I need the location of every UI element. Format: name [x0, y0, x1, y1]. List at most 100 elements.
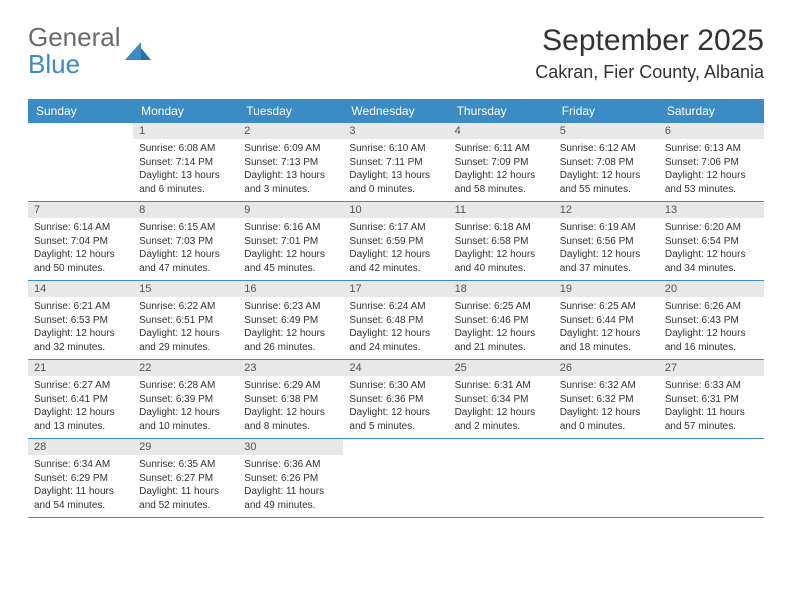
- daylight-line: Daylight: 12 hours and 13 minutes.: [34, 406, 127, 433]
- day-number: 28: [28, 439, 133, 455]
- sunset-line: Sunset: 7:11 PM: [349, 156, 442, 170]
- day-number: 8: [133, 202, 238, 218]
- daylight-line: Daylight: 12 hours and 42 minutes.: [349, 248, 442, 275]
- day-cell: 21Sunrise: 6:27 AMSunset: 6:41 PMDayligh…: [28, 360, 133, 438]
- sunrise-line: Sunrise: 6:15 AM: [139, 221, 232, 235]
- sunset-line: Sunset: 6:36 PM: [349, 393, 442, 407]
- day-number: 15: [133, 281, 238, 297]
- daylight-line: Daylight: 11 hours and 52 minutes.: [139, 485, 232, 512]
- sunset-line: Sunset: 7:06 PM: [665, 156, 758, 170]
- day-content: Sunrise: 6:20 AMSunset: 6:54 PMDaylight:…: [659, 218, 764, 279]
- sunset-line: Sunset: 7:03 PM: [139, 235, 232, 249]
- daylight-line: Daylight: 12 hours and 29 minutes.: [139, 327, 232, 354]
- day-number: 7: [28, 202, 133, 218]
- day-content: Sunrise: 6:34 AMSunset: 6:29 PMDaylight:…: [28, 455, 133, 516]
- day-content: Sunrise: 6:28 AMSunset: 6:39 PMDaylight:…: [133, 376, 238, 437]
- sunset-line: Sunset: 6:27 PM: [139, 472, 232, 486]
- day-header: Tuesday: [238, 99, 343, 123]
- sunset-line: Sunset: 6:59 PM: [349, 235, 442, 249]
- day-header-row: SundayMondayTuesdayWednesdayThursdayFrid…: [28, 99, 764, 123]
- daylight-line: Daylight: 13 hours and 0 minutes.: [349, 169, 442, 196]
- day-content: Sunrise: 6:19 AMSunset: 6:56 PMDaylight:…: [554, 218, 659, 279]
- day-header: Saturday: [659, 99, 764, 123]
- sunrise-line: Sunrise: 6:34 AM: [34, 458, 127, 472]
- daylight-line: Daylight: 12 hours and 24 minutes.: [349, 327, 442, 354]
- day-number: 14: [28, 281, 133, 297]
- day-cell: 14Sunrise: 6:21 AMSunset: 6:53 PMDayligh…: [28, 281, 133, 359]
- weeks-container: 1Sunrise: 6:08 AMSunset: 7:14 PMDaylight…: [28, 123, 764, 518]
- day-cell: 9Sunrise: 6:16 AMSunset: 7:01 PMDaylight…: [238, 202, 343, 280]
- sunset-line: Sunset: 7:13 PM: [244, 156, 337, 170]
- day-content: Sunrise: 6:22 AMSunset: 6:51 PMDaylight:…: [133, 297, 238, 358]
- day-content: Sunrise: 6:25 AMSunset: 6:44 PMDaylight:…: [554, 297, 659, 358]
- day-cell: 16Sunrise: 6:23 AMSunset: 6:49 PMDayligh…: [238, 281, 343, 359]
- day-cell: [554, 439, 659, 517]
- day-cell: 6Sunrise: 6:13 AMSunset: 7:06 PMDaylight…: [659, 123, 764, 201]
- daylight-line: Daylight: 12 hours and 2 minutes.: [455, 406, 548, 433]
- sunrise-line: Sunrise: 6:24 AM: [349, 300, 442, 314]
- day-content: Sunrise: 6:15 AMSunset: 7:03 PMDaylight:…: [133, 218, 238, 279]
- day-content: Sunrise: 6:21 AMSunset: 6:53 PMDaylight:…: [28, 297, 133, 358]
- sunrise-line: Sunrise: 6:32 AM: [560, 379, 653, 393]
- daylight-line: Daylight: 12 hours and 10 minutes.: [139, 406, 232, 433]
- sunset-line: Sunset: 7:09 PM: [455, 156, 548, 170]
- day-content: Sunrise: 6:24 AMSunset: 6:48 PMDaylight:…: [343, 297, 448, 358]
- daylight-line: Daylight: 13 hours and 3 minutes.: [244, 169, 337, 196]
- day-cell: 15Sunrise: 6:22 AMSunset: 6:51 PMDayligh…: [133, 281, 238, 359]
- week-row: 28Sunrise: 6:34 AMSunset: 6:29 PMDayligh…: [28, 439, 764, 518]
- day-cell: [659, 439, 764, 517]
- week-row: 1Sunrise: 6:08 AMSunset: 7:14 PMDaylight…: [28, 123, 764, 202]
- title-block: September 2025 Cakran, Fier County, Alba…: [535, 24, 764, 83]
- day-cell: 11Sunrise: 6:18 AMSunset: 6:58 PMDayligh…: [449, 202, 554, 280]
- day-number: 26: [554, 360, 659, 376]
- day-cell: 1Sunrise: 6:08 AMSunset: 7:14 PMDaylight…: [133, 123, 238, 201]
- day-number: 19: [554, 281, 659, 297]
- daylight-line: Daylight: 13 hours and 6 minutes.: [139, 169, 232, 196]
- header: General Blue September 2025 Cakran, Fier…: [0, 0, 792, 91]
- location: Cakran, Fier County, Albania: [535, 62, 764, 83]
- daylight-line: Daylight: 12 hours and 26 minutes.: [244, 327, 337, 354]
- sunset-line: Sunset: 6:38 PM: [244, 393, 337, 407]
- day-content: Sunrise: 6:29 AMSunset: 6:38 PMDaylight:…: [238, 376, 343, 437]
- day-number: 17: [343, 281, 448, 297]
- sunset-line: Sunset: 7:14 PM: [139, 156, 232, 170]
- day-content: Sunrise: 6:32 AMSunset: 6:32 PMDaylight:…: [554, 376, 659, 437]
- sunrise-line: Sunrise: 6:36 AM: [244, 458, 337, 472]
- day-cell: 4Sunrise: 6:11 AMSunset: 7:09 PMDaylight…: [449, 123, 554, 201]
- day-content: Sunrise: 6:11 AMSunset: 7:09 PMDaylight:…: [449, 139, 554, 200]
- daylight-line: Daylight: 12 hours and 37 minutes.: [560, 248, 653, 275]
- daylight-line: Daylight: 12 hours and 16 minutes.: [665, 327, 758, 354]
- day-content: Sunrise: 6:17 AMSunset: 6:59 PMDaylight:…: [343, 218, 448, 279]
- daylight-line: Daylight: 12 hours and 40 minutes.: [455, 248, 548, 275]
- daylight-line: Daylight: 12 hours and 34 minutes.: [665, 248, 758, 275]
- sunset-line: Sunset: 6:48 PM: [349, 314, 442, 328]
- day-content: Sunrise: 6:10 AMSunset: 7:11 PMDaylight:…: [343, 139, 448, 200]
- sunrise-line: Sunrise: 6:35 AM: [139, 458, 232, 472]
- sunrise-line: Sunrise: 6:21 AM: [34, 300, 127, 314]
- sunrise-line: Sunrise: 6:08 AM: [139, 142, 232, 156]
- day-header: Monday: [133, 99, 238, 123]
- sunset-line: Sunset: 6:58 PM: [455, 235, 548, 249]
- sunrise-line: Sunrise: 6:28 AM: [139, 379, 232, 393]
- day-number: 29: [133, 439, 238, 455]
- sunrise-line: Sunrise: 6:12 AM: [560, 142, 653, 156]
- day-number: 12: [554, 202, 659, 218]
- day-cell: 27Sunrise: 6:33 AMSunset: 6:31 PMDayligh…: [659, 360, 764, 438]
- day-cell: 2Sunrise: 6:09 AMSunset: 7:13 PMDaylight…: [238, 123, 343, 201]
- day-cell: [28, 123, 133, 201]
- sunset-line: Sunset: 6:34 PM: [455, 393, 548, 407]
- sunrise-line: Sunrise: 6:29 AM: [244, 379, 337, 393]
- day-content: Sunrise: 6:25 AMSunset: 6:46 PMDaylight:…: [449, 297, 554, 358]
- sunrise-line: Sunrise: 6:26 AM: [665, 300, 758, 314]
- day-cell: [449, 439, 554, 517]
- day-cell: 8Sunrise: 6:15 AMSunset: 7:03 PMDaylight…: [133, 202, 238, 280]
- triangle-icon: [125, 42, 151, 67]
- day-content: Sunrise: 6:09 AMSunset: 7:13 PMDaylight:…: [238, 139, 343, 200]
- day-content: Sunrise: 6:35 AMSunset: 6:27 PMDaylight:…: [133, 455, 238, 516]
- daylight-line: Daylight: 12 hours and 18 minutes.: [560, 327, 653, 354]
- day-content: Sunrise: 6:26 AMSunset: 6:43 PMDaylight:…: [659, 297, 764, 358]
- day-number: 25: [449, 360, 554, 376]
- sunset-line: Sunset: 7:08 PM: [560, 156, 653, 170]
- sunset-line: Sunset: 7:01 PM: [244, 235, 337, 249]
- sunset-line: Sunset: 6:53 PM: [34, 314, 127, 328]
